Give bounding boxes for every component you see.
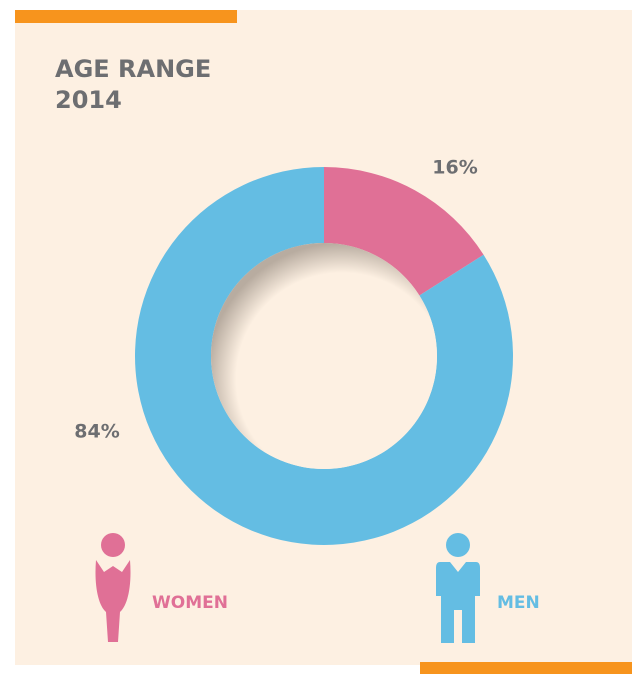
- women-icon: [95, 533, 131, 642]
- chart-subtitle: 2014: [55, 86, 122, 114]
- data-label: 16%: [432, 157, 477, 179]
- legend-label: MEN: [497, 593, 540, 613]
- legend-label: WOMEN: [152, 593, 228, 613]
- data-label: 84%: [74, 421, 119, 443]
- slice: [134, 167, 513, 545]
- accent-bar: [420, 662, 632, 674]
- men-icon: [436, 533, 480, 643]
- accent-bar: [15, 10, 237, 23]
- chart-title: AGE RANGE: [55, 55, 211, 83]
- donut-hole: [211, 243, 437, 469]
- slice: [324, 167, 484, 296]
